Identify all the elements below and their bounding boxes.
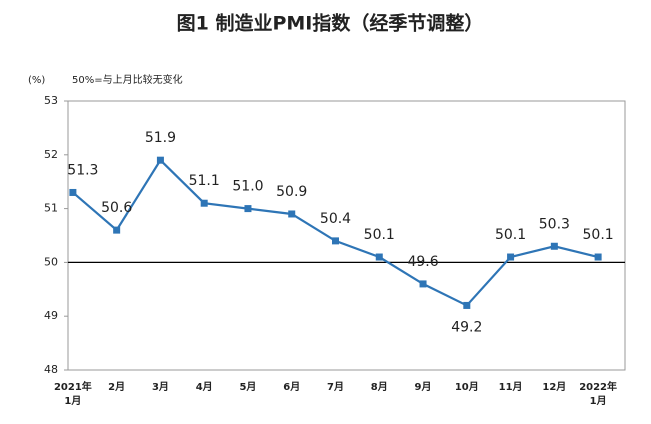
y-tick-label: 48 bbox=[44, 363, 58, 376]
x-tick-label: 2022年 bbox=[579, 380, 617, 393]
x-tick-label: 7月 bbox=[327, 381, 344, 393]
marker bbox=[113, 226, 121, 234]
x-tick-label: 11月 bbox=[499, 381, 523, 393]
y-unit-label: (%) bbox=[28, 75, 45, 86]
x-tick-label: 9月 bbox=[415, 381, 432, 393]
x-tick-label: 12月 bbox=[542, 381, 566, 393]
value-label: 51.9 bbox=[145, 130, 176, 146]
marker bbox=[550, 242, 558, 250]
marker bbox=[507, 253, 515, 261]
x-tick-label: 6月 bbox=[283, 381, 300, 393]
y-tick-label: 49 bbox=[44, 309, 58, 322]
x-tick-label: 2021年 bbox=[54, 380, 92, 393]
marker bbox=[288, 210, 296, 218]
y-tick-label: 52 bbox=[44, 148, 58, 161]
marker bbox=[419, 280, 427, 288]
plot-frame bbox=[67, 100, 626, 371]
marker bbox=[200, 199, 208, 207]
y-tick-label: 51 bbox=[44, 202, 58, 215]
marker bbox=[594, 253, 602, 261]
value-label: 51.1 bbox=[189, 173, 220, 189]
value-label: 51.3 bbox=[67, 162, 98, 178]
value-label: 49.6 bbox=[407, 254, 438, 270]
annotation: 50%=与上月比较无变化 bbox=[72, 73, 183, 86]
value-label: 50.1 bbox=[495, 227, 526, 243]
value-label: 49.2 bbox=[451, 319, 482, 335]
value-label: 50.3 bbox=[539, 216, 570, 232]
y-tick-label: 53 bbox=[44, 94, 58, 107]
x-tick-label: 3月 bbox=[152, 381, 169, 393]
value-label: 50.9 bbox=[276, 184, 307, 200]
marker bbox=[332, 237, 339, 245]
chart-title: 图1 制造业PMI指数（经季节调整） bbox=[177, 12, 484, 35]
value-label: 50.6 bbox=[101, 200, 132, 216]
marker bbox=[156, 156, 164, 164]
value-label: 50.1 bbox=[583, 227, 614, 243]
x-tick-label: 1月 bbox=[590, 395, 607, 407]
x-tick-label: 8月 bbox=[371, 381, 388, 393]
x-tick-label: 2月 bbox=[108, 381, 125, 393]
value-label: 50.1 bbox=[364, 227, 395, 243]
x-tick-label: 10月 bbox=[455, 381, 479, 393]
x-tick-label: 4月 bbox=[196, 381, 213, 393]
marker bbox=[244, 205, 252, 213]
marker bbox=[375, 253, 383, 261]
y-tick-label: 50 bbox=[44, 255, 58, 268]
value-label: 51.0 bbox=[232, 179, 263, 195]
marker bbox=[69, 188, 77, 196]
value-label: 50.4 bbox=[320, 211, 351, 227]
x-tick-label: 5月 bbox=[239, 381, 256, 393]
x-tick-label: 1月 bbox=[64, 395, 81, 407]
marker bbox=[463, 301, 471, 309]
